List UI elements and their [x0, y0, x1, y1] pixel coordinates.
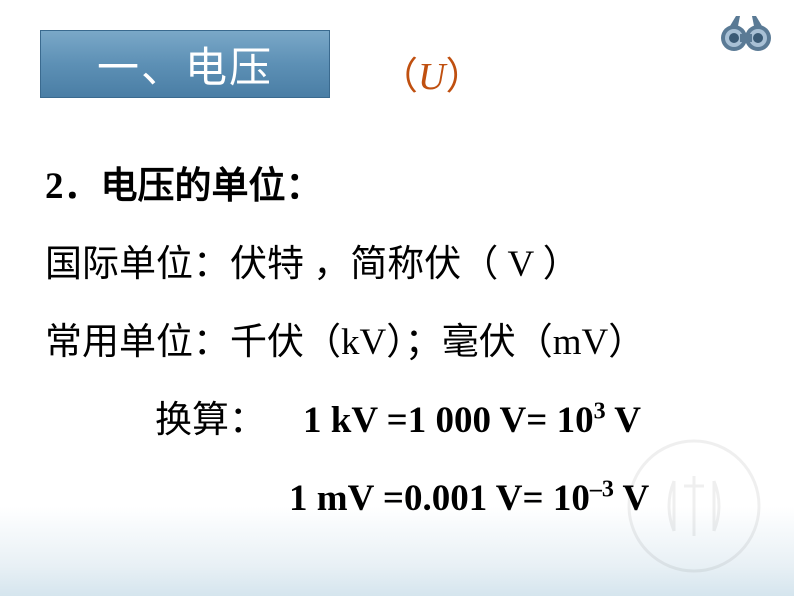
line4-a: 1 kV =1 000 V= 10	[303, 400, 594, 441]
content-line-2: 国际单位：伏特 ，简称伏（ V ）	[45, 228, 749, 302]
line4-b: V	[606, 400, 641, 441]
watermark-icon	[624, 436, 764, 576]
section-title: 一、电压	[97, 34, 273, 95]
line4-exp: 3	[594, 399, 606, 425]
subtitle-close: ）	[445, 56, 483, 98]
subtitle-symbol: U	[418, 56, 445, 98]
line4-label: 换算：	[155, 400, 266, 441]
content-line-1: 2．电压的单位：	[45, 150, 749, 224]
section-header-box: 一、电压	[40, 30, 330, 98]
section-subtitle: （U）	[380, 45, 483, 100]
line5-exp: –3	[590, 477, 614, 503]
line1-number: 2	[45, 166, 64, 207]
content-line-3: 常用单位：千伏（kV）；毫伏（mV）	[45, 306, 749, 380]
subtitle-open: （	[380, 56, 418, 98]
line5-a: 1 mV =0.001 V= 10	[289, 478, 590, 519]
line1-text: ．电压的单位：	[64, 166, 323, 207]
binoculars-icon	[718, 10, 774, 52]
